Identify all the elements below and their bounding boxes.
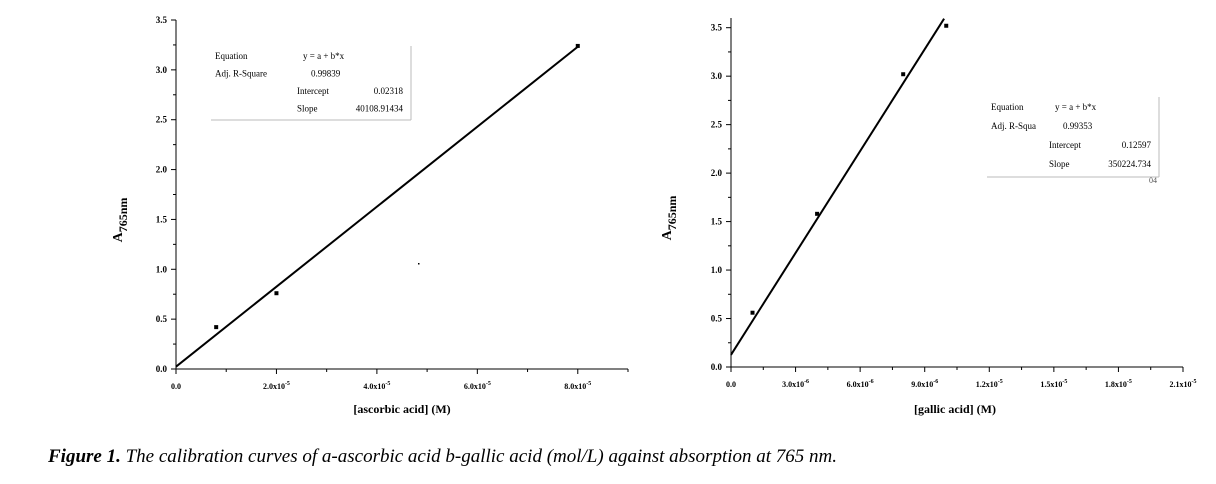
fit-line — [730, 18, 945, 356]
fit-table-label: Equation — [991, 102, 1024, 112]
x-tick-label: 1.8x10-5 — [1105, 379, 1132, 389]
x-tick-label: 0.0 — [171, 382, 181, 391]
data-point — [901, 72, 906, 77]
fit-line — [175, 45, 579, 368]
fit-table-label: Equation — [215, 51, 248, 61]
fit-table-label: Intercept — [297, 86, 329, 96]
fit-table-value: 40108.91434 — [356, 104, 404, 114]
x-tick-label: 9.0x10-6 — [911, 379, 938, 389]
chart-2: 0.0 0.5 1.0 1.5 2.0 2.5 3.0 3.5 0.0 3.0x10-6 6.0x1… — [660, 18, 1197, 416]
caption-label: Figure 1. — [48, 446, 121, 467]
x-tick-label: 0.0 — [726, 380, 736, 389]
fit-table: Equation y = a + b*x Adj. R-Square 0.99839 I… — [211, 46, 412, 121]
x-tick-label: 2.1x10-5 — [1170, 379, 1197, 389]
y-tick-label: 3.0 — [711, 71, 723, 81]
fit-table-label: Adj. R-Square — [215, 69, 267, 79]
x-tick-label: 8.0x10-5 — [564, 381, 591, 391]
x-tick-label: 1.5x10-5 — [1040, 379, 1067, 389]
x-tick-label: 2.0x10-5 — [263, 381, 290, 391]
fit-table-label: Slope — [297, 104, 318, 114]
x-tick-label: 4.0x10-5 — [363, 381, 390, 391]
y-tick-label: 2.5 — [156, 115, 168, 125]
chart-1: 0.0 0.5 1.0 1.5 2.0 2.5 3.0 3.5 0.0 2.0x10-5 4.0x1… — [111, 15, 629, 416]
data-point — [274, 291, 279, 296]
x-tick-label: 6.0x10-5 — [464, 381, 491, 391]
fit-table-label: Slope — [1049, 159, 1070, 169]
x-tick-label: 1.2x10-5 — [976, 379, 1003, 389]
y-tick-label: 0.0 — [156, 364, 168, 374]
fit-table-label: Intercept — [1049, 140, 1081, 150]
y-tick-label: 1.5 — [156, 214, 168, 224]
y-tick-label: 0.0 — [711, 362, 723, 372]
y-tick-label: 2.0 — [156, 165, 168, 175]
x-tick-label: 6.0x10-6 — [847, 379, 874, 389]
x-axis-label: [gallic acid] (M) — [914, 402, 996, 416]
y-tick-label: 3.0 — [156, 65, 168, 75]
fit-table-note: 04 — [1149, 176, 1157, 185]
fit-table: Equation y = a + b*x Adj. R-Squa 0.99353 Int… — [987, 97, 1160, 185]
y-tick-label: 3.5 — [711, 23, 723, 33]
fit-table-label: Adj. R-Squa — [991, 121, 1036, 131]
fit-table-value: 350224.734 — [1108, 159, 1151, 169]
y-tick-label: 1.0 — [711, 265, 723, 275]
fit-table-value: y = a + b*x — [1055, 102, 1097, 112]
y-tick-label: 0.5 — [156, 314, 168, 324]
y-tick-label: 2.5 — [711, 120, 723, 130]
y-tick-label: 0.5 — [711, 314, 723, 324]
y-tick-label: 3.5 — [156, 15, 168, 25]
fit-table-value: 0.02318 — [374, 86, 404, 96]
y-tick-label: 1.5 — [711, 217, 723, 227]
y-tick-label: 1.0 — [156, 264, 168, 274]
y-axis-label: A765nm — [111, 198, 130, 243]
y-axis-label: A765nm — [660, 196, 679, 241]
caption-text: The calibration curves of a-ascorbic aci… — [125, 446, 837, 467]
fit-table-value: 0.99353 — [1063, 121, 1093, 131]
data-point — [750, 310, 755, 315]
data-point — [575, 43, 580, 48]
x-tick-label: 3.0x10-6 — [782, 379, 809, 389]
data-point — [214, 325, 219, 330]
data-point — [815, 211, 820, 216]
figure-caption: Figure 1. The calibration curves of a-as… — [48, 446, 837, 468]
x-axis-label: [ascorbic acid] (M) — [353, 402, 450, 416]
data-point — [944, 23, 949, 28]
fit-table-value: 0.99839 — [311, 69, 341, 79]
stray-mark — [418, 263, 420, 265]
fit-table-value: y = a + b*x — [303, 51, 345, 61]
y-tick-label: 2.0 — [711, 168, 723, 178]
fit-table-value: 0.12597 — [1122, 140, 1152, 150]
